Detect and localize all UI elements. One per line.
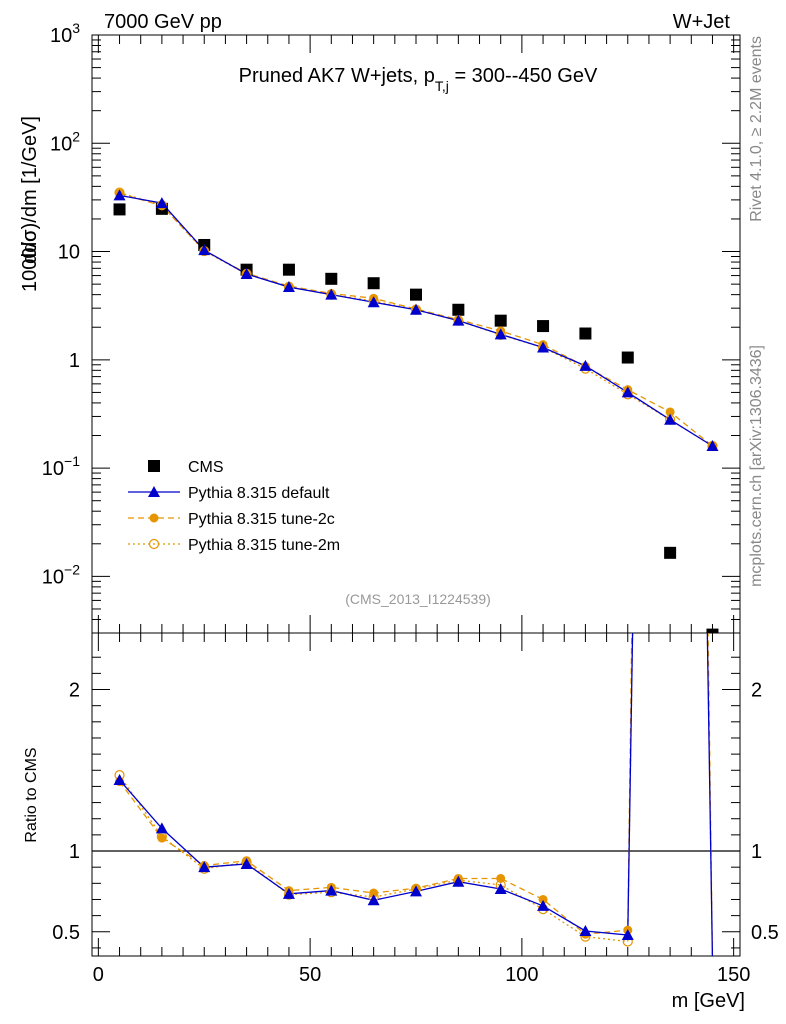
main-ylabel-right: ddσ)/dm [1/GeV] (19, 116, 41, 264)
main-point-triangle (240, 268, 253, 280)
main-point-triangle (537, 341, 550, 353)
main-ylabel-left: 1000/σ (19, 229, 41, 292)
main-data-layer (113, 187, 719, 633)
rivet-label: Rivet 4.1.0, ≥ 2.2M events (748, 36, 765, 222)
main-point-triangle (198, 244, 211, 256)
main-point-triangle (155, 197, 168, 209)
legend-label: Pythia 8.315 tune-2m (188, 537, 340, 554)
legend-label: CMS (188, 459, 224, 476)
legend-marker-circle (148, 538, 160, 550)
legend-marker-dot (149, 513, 159, 523)
ratio-point-triangle (452, 875, 465, 887)
y-tick-label: 103 (50, 20, 80, 47)
ratio-point-dot (157, 833, 167, 843)
y-tick-label: 102 (50, 128, 80, 155)
ratio-point-triangle (621, 929, 634, 941)
legend-label: Pythia 8.315 default (188, 485, 330, 502)
ratio-point-dot (538, 894, 548, 904)
main-point-triangle (410, 303, 422, 315)
y-tick-label: 10−1 (42, 453, 80, 480)
main-point-triangle (664, 413, 677, 425)
main-point-triangle (494, 328, 507, 340)
x-tick-label: 150 (717, 964, 750, 986)
ratio-series-line (119, 633, 714, 956)
main-point-square (282, 263, 295, 276)
ratio-y-tick-label-left: 2 (69, 680, 80, 702)
ratio-y-tick-label-right: 2 (751, 680, 762, 702)
main-point-square (452, 303, 465, 316)
ratio-point-triangle (198, 861, 211, 873)
ratio-point-triangle (537, 899, 550, 911)
main-point-triangle (325, 288, 338, 300)
ratio-point-triangle (155, 822, 168, 834)
ratio-panel-frame (91, 632, 741, 957)
main-point-triangle (282, 281, 295, 293)
main-point-triangle (367, 296, 380, 308)
main-point-square (325, 272, 338, 285)
header-left: 7000 GeV pp (104, 11, 222, 33)
x-tick-label: 0 (93, 964, 104, 986)
main-point-square (706, 628, 719, 633)
ratio-axis-ticks: 0 50 100 150 2 2 1 1 0.5 0.5 (52, 633, 779, 986)
ratio-point-dot (496, 873, 506, 883)
ratio-y-tick-label-right: 1 (751, 841, 762, 863)
main-point-triangle (706, 440, 719, 452)
main-point-square (537, 320, 550, 333)
ratio-point-triangle (282, 887, 295, 899)
ratio-point-triangle (325, 884, 338, 896)
ratio-point-triangle (113, 773, 126, 785)
plot-title: Pruned AK7 W+jets, pT,j = 300--450 GeV (239, 65, 598, 94)
legend: CMS Pythia 8.315 default Pythia 8.315 tune… (128, 459, 340, 554)
main-point-square (579, 327, 592, 340)
x-tick-label: 50 (299, 964, 321, 986)
x-tick-label: 100 (505, 964, 538, 986)
main-point-square (113, 203, 126, 216)
legend-marker-triangle (148, 486, 160, 497)
ratio-point-triangle (410, 885, 422, 897)
ratio-point-dot (369, 888, 379, 898)
main-point-square (621, 351, 634, 364)
ratio-y-tick-label-left: 0.5 (52, 922, 80, 944)
main-point-square (367, 277, 380, 290)
mcplots-label: mcplots.cern.ch [arXiv:1306.3436] (748, 345, 765, 587)
header-right: W+Jet (673, 11, 731, 33)
legend-marker-square (148, 460, 160, 472)
main-series-line (119, 192, 713, 447)
main-point-square (410, 288, 422, 301)
ratio-y-tick-label-right: 0.5 (751, 922, 779, 944)
main-series-line (119, 192, 713, 447)
ratio-series-line (119, 633, 714, 956)
main-point-triangle (621, 386, 634, 398)
main-point-dot (665, 407, 675, 417)
ratio-point-triangle (240, 857, 253, 869)
ratio-data-layer (113, 633, 714, 956)
ratio-series-line (118, 633, 714, 956)
ratio-y-tick-label-left: 1 (69, 841, 80, 863)
y-tick-label: 10 (58, 242, 80, 264)
y-tick-label: 10−2 (42, 561, 80, 588)
legend-label: Pythia 8.315 tune-2c (188, 511, 335, 528)
ratio-ylabel: Ratio to CMS (23, 747, 40, 842)
x-axis-label: m [GeV] (672, 990, 745, 1012)
analysis-watermark: (CMS_2013_I1224539) (345, 591, 491, 607)
main-point-triangle (113, 189, 126, 201)
ratio-point-triangle (579, 924, 592, 936)
main-series-line (119, 194, 713, 447)
y-tick-label: 1 (69, 350, 80, 372)
main-point-square (664, 546, 677, 559)
main-point-square (494, 314, 507, 327)
ratio-point-triangle (494, 882, 507, 894)
ratio-point-triangle (367, 894, 380, 906)
main-point-triangle (452, 314, 465, 326)
main-point-triangle (579, 359, 592, 371)
